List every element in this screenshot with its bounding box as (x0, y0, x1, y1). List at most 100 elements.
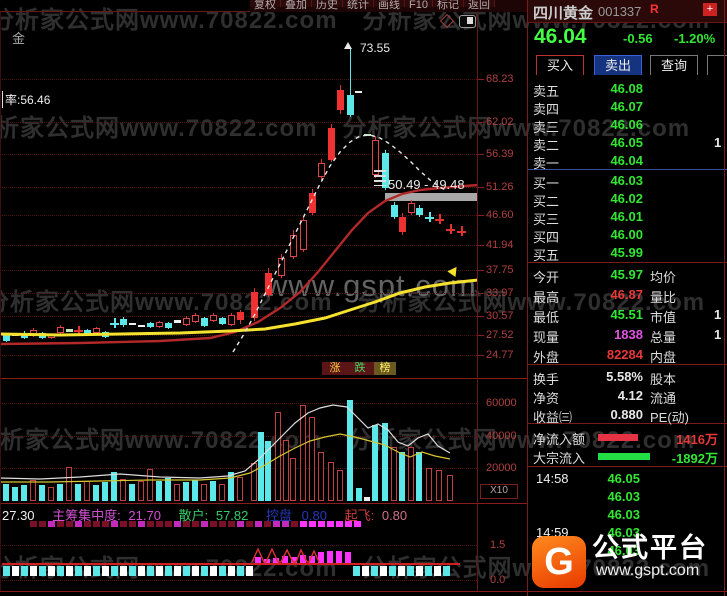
indicator-label-takeoff: 起飞: (344, 508, 375, 523)
candle-wick (350, 48, 351, 117)
candle (355, 91, 362, 93)
main-gridline (0, 335, 477, 336)
volume-bar (156, 481, 162, 501)
indicator-value-takeoff: 0.80 (381, 508, 408, 523)
volume-bar (356, 488, 362, 501)
info-value-2: 1 (714, 307, 722, 322)
signal-square (75, 566, 82, 576)
doji-cross (461, 226, 463, 236)
volume-bar (165, 478, 171, 501)
info-value-2: 1 (714, 327, 722, 342)
volume-bar (84, 481, 90, 501)
bid-row[interactable]: 买五 45.99 (528, 244, 727, 263)
signal-square (165, 566, 172, 576)
signal-square (353, 566, 360, 576)
rank-badge-榜[interactable]: 榜 (374, 362, 396, 375)
frame-right (724, 0, 725, 596)
top-menubar: 复权 叠加 历史 统计 画线 F10 标记 返回 (250, 0, 527, 12)
ask-row[interactable]: 卖三 46.06 (528, 116, 727, 135)
flow-bar (598, 434, 638, 441)
signal-square (407, 566, 414, 576)
volume-bar (416, 452, 422, 501)
candle (237, 312, 244, 320)
info-row: 最高 46.87 量比 (528, 286, 727, 305)
window-toggle-icon[interactable] (459, 15, 476, 28)
signal-block (174, 521, 181, 527)
list-icon (374, 170, 386, 186)
signal-block (201, 521, 208, 527)
info-row: 外盘 82284 内盘 (528, 346, 727, 365)
volume-bar (275, 412, 281, 501)
ask-row[interactable]: 卖二 46.05 1 (528, 134, 727, 153)
range-annotation: 50.49 - 49.48 (388, 177, 465, 192)
candle (66, 329, 73, 332)
menu-item-统计[interactable]: 统计 (343, 0, 374, 11)
signal-block (30, 521, 37, 527)
menu-item-标记[interactable]: 标记 (432, 0, 464, 11)
candle (93, 328, 100, 333)
bid-row[interactable]: 买三 46.01 (528, 208, 727, 227)
buy-button[interactable]: 买入 (536, 55, 584, 75)
doji-cross (439, 214, 441, 224)
axis-tick (478, 187, 484, 188)
signal-block (291, 521, 298, 527)
menu-item-返回[interactable]: 返回 (463, 0, 495, 11)
info-value: 45.51 (610, 307, 643, 322)
indicator-label-retail: 散户: (178, 508, 209, 523)
add-button[interactable]: + (703, 3, 717, 16)
menu-item-画线[interactable]: 画线 (374, 0, 405, 11)
main-gridline (0, 293, 477, 294)
more-button[interactable] (707, 55, 727, 75)
volume-bar (93, 485, 99, 501)
query-button[interactable]: 查询 (650, 55, 698, 75)
candle (300, 220, 307, 250)
volume-bar (290, 458, 296, 501)
sell-button[interactable]: 卖出 (594, 55, 642, 75)
window-toggle-fill (467, 17, 473, 24)
ask-price: 46.05 (610, 135, 643, 150)
signal-square (57, 566, 64, 576)
candle (129, 323, 136, 325)
signal-square (12, 566, 19, 576)
signal-block (48, 521, 55, 527)
candle (138, 325, 145, 327)
trade-buttons: 买入 卖出 查询 (528, 55, 727, 75)
rank-badge-跌[interactable]: 跌 (344, 362, 376, 375)
bid-row[interactable]: 买二 46.02 (528, 190, 727, 209)
info-value: 1838 (614, 327, 643, 342)
volume-gridline (0, 403, 477, 404)
signal-block (75, 521, 82, 527)
signal-baseline (2, 563, 460, 565)
candle (156, 322, 163, 327)
menu-item-历史[interactable]: 历史 (312, 0, 343, 11)
bid-row[interactable]: 买一 46.03 (528, 172, 727, 191)
flow-bar (598, 453, 650, 460)
candle (21, 333, 28, 338)
candle (30, 330, 37, 336)
signal-square (183, 566, 190, 576)
signal-block (210, 521, 217, 527)
ask-price: 46.04 (610, 153, 643, 168)
doji-cross (450, 224, 452, 234)
rank-badge-涨[interactable]: 涨 (322, 362, 348, 375)
bid-row[interactable]: 买四 46.00 (528, 226, 727, 245)
menu-item-叠加[interactable]: 叠加 (281, 0, 312, 11)
signal-square (93, 566, 100, 576)
ask-row[interactable]: 卖四 46.07 (528, 98, 727, 117)
signal-square (129, 566, 136, 576)
flow-row: 大宗流入 -1892万 (528, 447, 727, 466)
signal-block (66, 521, 73, 527)
candle (364, 134, 371, 136)
ask-row[interactable]: 卖一 46.04 (528, 152, 727, 171)
menu-item-F10[interactable]: F10 (405, 0, 433, 11)
range-bar (385, 193, 478, 201)
signal-block (327, 521, 334, 527)
stat-label: 收益㈢ (533, 410, 573, 425)
candle (391, 205, 398, 217)
tick-row: 14:58 46.05 (528, 470, 727, 488)
axis-tick (478, 154, 484, 155)
divider-volume-bottom (0, 503, 527, 504)
menu-item-复权[interactable]: 复权 (250, 0, 281, 11)
ask-row[interactable]: 卖五 46.08 (528, 80, 727, 99)
candle (48, 335, 55, 338)
